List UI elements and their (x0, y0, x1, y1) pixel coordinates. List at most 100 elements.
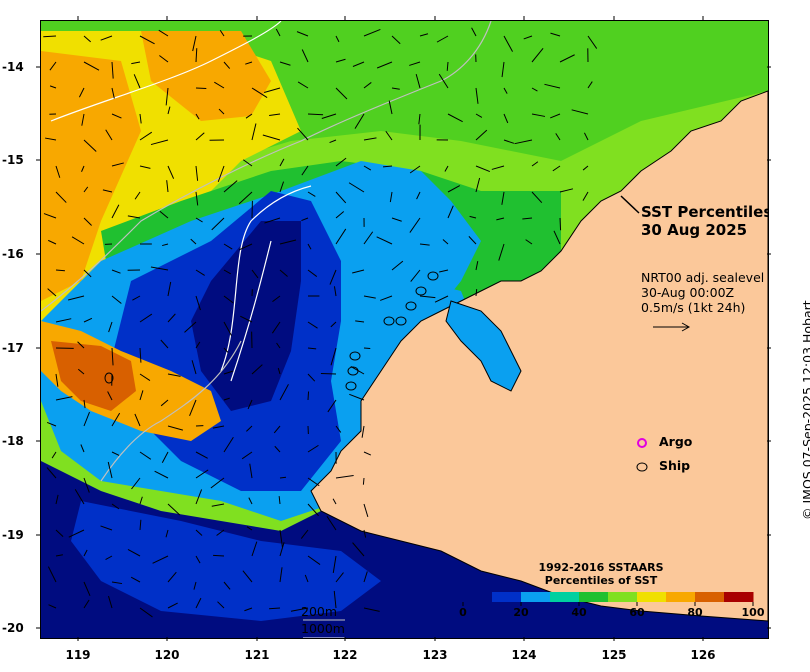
land-mass (310, 90, 768, 622)
current-arrow (190, 238, 197, 245)
sst-region-blue-south (71, 501, 381, 621)
y-tick-label: -20 (2, 621, 24, 635)
current-arrow (582, 191, 589, 201)
current-arrow (279, 567, 283, 583)
current-arrow (191, 360, 197, 375)
current-arrow (329, 269, 337, 285)
y-tick-label: -19 (2, 528, 24, 542)
current-arrow (251, 123, 257, 141)
current-arrow (68, 529, 85, 538)
current-arrow (388, 100, 393, 115)
current-arrow (362, 477, 365, 485)
current-arrow (165, 87, 169, 106)
colorbar-tick-label: 100 (741, 606, 765, 619)
current-arrow (193, 581, 197, 590)
current-arrow (361, 425, 365, 438)
current-arrow (248, 497, 253, 505)
current-arrow (55, 191, 67, 203)
current-arrow (167, 313, 176, 323)
colorbar-segment (695, 592, 725, 602)
current-arrow (83, 35, 92, 43)
current-arrow (241, 451, 253, 460)
current-arrow (160, 399, 169, 407)
current-arrow (223, 243, 233, 250)
current-arrow (290, 607, 309, 612)
current-arrow (279, 269, 288, 277)
current-arrow (503, 113, 509, 124)
ship-marker (405, 301, 417, 311)
colorbar-tick-label: 0 (459, 606, 467, 619)
current-arrow (296, 31, 309, 37)
current-arrow (269, 113, 281, 117)
colorbar-tick-label: 80 (687, 606, 703, 619)
current-arrow (279, 384, 289, 401)
ship-legend-marker (636, 462, 648, 472)
ship-tracks (104, 271, 439, 391)
ship-marker (104, 372, 114, 384)
current-arrow (251, 364, 263, 375)
current-arrow (159, 55, 169, 63)
title-pointer (620, 195, 640, 214)
colorbar-segment (579, 592, 609, 602)
current-arrow (192, 35, 197, 52)
current-arrow (244, 607, 253, 612)
current-arrow (195, 451, 208, 459)
current-arrow (439, 269, 449, 273)
current-arrow (321, 113, 337, 119)
current-arrow (217, 601, 225, 609)
current-arrow (550, 113, 561, 119)
current-arrow (105, 129, 113, 141)
current-arrow (447, 185, 461, 193)
colorbar-tick-label: 20 (513, 606, 529, 619)
current-arrow (242, 570, 253, 583)
current-arrow (152, 555, 169, 564)
contour-200m (41, 21, 492, 312)
current-arrow (419, 33, 429, 37)
current-arrow (43, 35, 57, 38)
x-tick-label: 123 (422, 648, 448, 662)
current-arrow (444, 165, 449, 172)
legend-argo-label: Argo (659, 434, 693, 449)
current-arrow (355, 320, 365, 323)
colorbar-tick-marks (462, 602, 754, 606)
current-arrow (212, 425, 225, 429)
current-arrow (335, 425, 342, 433)
current-arrow (111, 162, 124, 167)
current-arrow (78, 87, 85, 98)
current-arrow (111, 451, 120, 456)
current-arrow (111, 204, 120, 219)
current-vectors (43, 27, 598, 618)
x-tick-label: 119 (65, 648, 91, 662)
current-arrow (139, 451, 152, 460)
argo-marker (637, 438, 647, 448)
current-arrow (238, 243, 253, 251)
current-arrow (279, 158, 285, 167)
current-arrow (307, 269, 318, 277)
current-arrow (307, 243, 312, 250)
current-arrow (307, 444, 319, 453)
current-arrow (552, 165, 561, 172)
current-arrow (376, 61, 393, 69)
current-arrow (107, 461, 113, 479)
current-arrow (150, 139, 169, 146)
current-arrow (272, 295, 281, 303)
current-arrow (419, 295, 436, 299)
current-arrow (249, 463, 253, 479)
current-arrow (46, 421, 57, 427)
current-arrow (245, 61, 253, 65)
current-arrow (223, 269, 231, 275)
current-arrow (74, 489, 85, 505)
current-arrow (471, 27, 477, 37)
current-arrow (133, 74, 141, 89)
current-arrow (195, 191, 199, 206)
current-arrow (83, 139, 97, 152)
current-arrow (503, 139, 515, 144)
current-arrow (111, 295, 122, 304)
current-arrow (307, 503, 319, 517)
current-arrow (134, 191, 141, 200)
current-arrow (81, 113, 85, 126)
current-arrow (352, 542, 365, 557)
ship-marker (395, 316, 407, 326)
current-arrow (307, 391, 310, 401)
colorbar-segment (666, 592, 696, 602)
